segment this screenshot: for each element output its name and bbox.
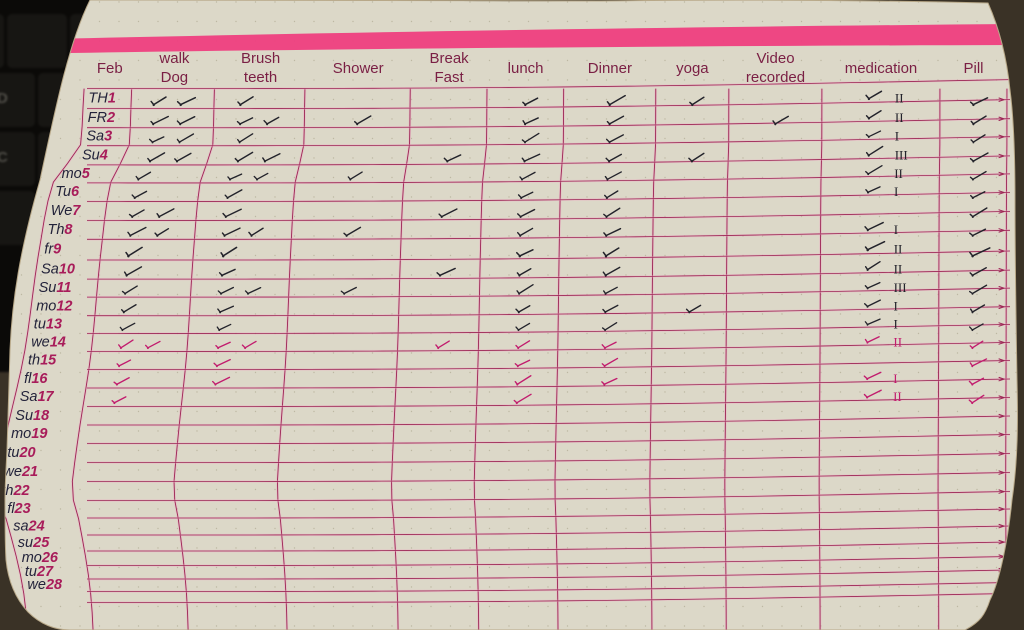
svg-text:tu20: tu20 <box>7 445 35 461</box>
svg-text:I: I <box>895 129 899 144</box>
svg-text:we14: we14 <box>31 334 66 350</box>
svg-text:medication: medication <box>845 60 918 77</box>
svg-text:Dinner: Dinner <box>588 60 632 77</box>
svg-text:we21: we21 <box>3 464 38 480</box>
svg-text:sa24: sa24 <box>13 519 44 535</box>
svg-text:I: I <box>894 317 898 332</box>
svg-text:Shower: Shower <box>333 60 384 77</box>
svg-text:fl16: fl16 <box>24 371 48 387</box>
svg-text:Sa17: Sa17 <box>20 389 55 405</box>
svg-text:mo19: mo19 <box>11 426 47 442</box>
svg-text:I: I <box>893 371 897 386</box>
svg-text:th15: th15 <box>28 352 57 368</box>
svg-text:Su11: Su11 <box>39 280 72 296</box>
svg-text:recorded: recorded <box>746 69 805 86</box>
svg-text:II: II <box>895 91 904 106</box>
svg-text:III: III <box>895 147 908 162</box>
svg-text:su25: su25 <box>18 535 50 551</box>
svg-text:Tu6: Tu6 <box>55 184 80 200</box>
svg-text:Sa3: Sa3 <box>86 129 112 145</box>
svg-text:II: II <box>895 110 904 125</box>
svg-text:Pill: Pill <box>963 60 983 77</box>
svg-text:II: II <box>894 166 903 181</box>
svg-text:tu13: tu13 <box>34 317 62 333</box>
svg-text:II: II <box>893 334 902 349</box>
svg-text:mo12: mo12 <box>36 298 72 314</box>
svg-text:fr9: fr9 <box>44 242 61 258</box>
svg-text:III: III <box>894 280 907 295</box>
svg-text:Sa10: Sa10 <box>41 262 75 278</box>
svg-text:Th8: Th8 <box>48 222 74 238</box>
svg-text:Feb: Feb <box>97 60 123 77</box>
svg-text:yoga: yoga <box>676 60 709 77</box>
svg-text:Video: Video <box>756 50 794 67</box>
svg-text:FR2: FR2 <box>88 110 115 126</box>
svg-text:Su4: Su4 <box>82 147 108 163</box>
svg-text:Dog: Dog <box>161 69 189 86</box>
svg-text:teeth: teeth <box>244 69 277 86</box>
svg-text:Break: Break <box>430 50 470 67</box>
svg-text:TH1: TH1 <box>88 91 115 107</box>
svg-text:Brush: Brush <box>241 50 280 67</box>
svg-text:walk: walk <box>158 50 190 67</box>
svg-text:I: I <box>894 184 898 199</box>
svg-text:Su18: Su18 <box>15 408 50 424</box>
svg-text:We7: We7 <box>51 203 82 219</box>
svg-text:II: II <box>894 262 903 277</box>
svg-text:mo5: mo5 <box>62 166 91 182</box>
svg-text:II: II <box>894 242 903 257</box>
svg-text:II: II <box>893 389 902 404</box>
svg-text:fl23: fl23 <box>7 501 30 517</box>
svg-text:I: I <box>894 222 898 237</box>
svg-text:I: I <box>894 298 898 313</box>
svg-text:we28: we28 <box>27 577 63 593</box>
svg-text:lunch: lunch <box>508 60 544 77</box>
svg-text:Fast: Fast <box>435 69 465 86</box>
